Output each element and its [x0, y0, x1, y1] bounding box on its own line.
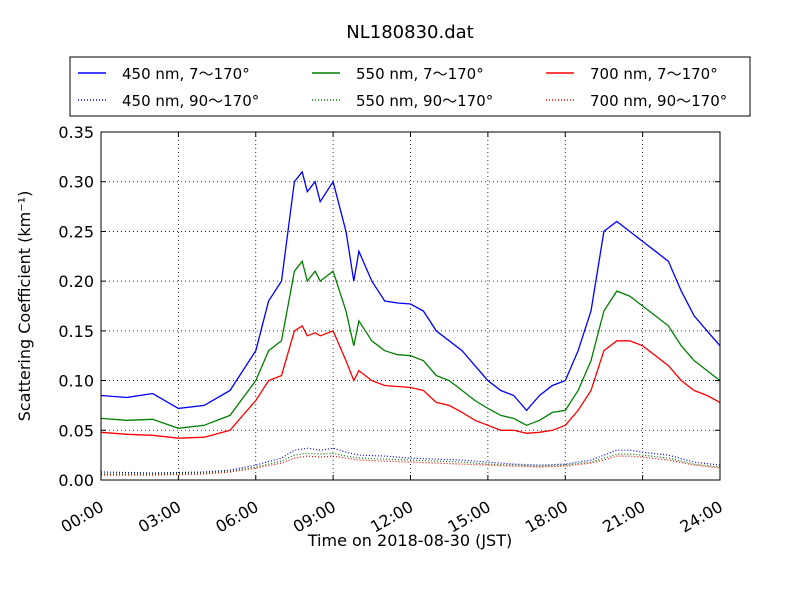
series-lines: [100, 170, 721, 476]
legend-label: 550 nm, 90～170°: [356, 92, 493, 110]
x-tick-label: 21:00: [599, 497, 648, 537]
series-line-1: [100, 259, 721, 429]
legend-label: 700 nm, 7～170°: [590, 65, 718, 83]
legend-label: 700 nm, 90～170°: [590, 92, 727, 110]
x-axis-label: Time on 2018-08-30 (JST): [307, 531, 512, 550]
x-tick-label: 00:00: [58, 497, 107, 537]
y-tick-label: 0.25: [58, 222, 94, 241]
y-tick-label: 0.35: [58, 123, 94, 142]
legend-frame: [69, 56, 751, 117]
legend-label: 550 nm, 7～170°: [356, 65, 484, 83]
x-tick-label: 18:00: [522, 497, 571, 537]
series-line-5: [101, 455, 721, 476]
legend-label: 450 nm, 7～170°: [122, 65, 250, 83]
y-tick-label: 0.20: [58, 272, 94, 291]
series-line-3: [100, 447, 721, 474]
y-axis-label: Scattering Coefficient (km⁻¹): [15, 191, 34, 422]
x-tick-label: 06:00: [212, 497, 261, 537]
y-tick-labels: 0.00 0.05 0.10 0.15 0.20 0.25 0.30 0.35: [58, 123, 94, 490]
legend-label: 450 nm, 90～170°: [122, 92, 259, 110]
series-line-4: [101, 452, 721, 475]
series-line-0: [100, 170, 721, 412]
ticks: [100, 131, 721, 481]
y-tick-label: 0.00: [58, 471, 94, 490]
legend: 450 nm, 7～170° 550 nm, 7～170° 700 nm, 7～17…: [69, 56, 751, 117]
chart-title: NL180830.dat: [346, 22, 473, 43]
y-tick-label: 0.30: [58, 173, 94, 192]
x-tick-label: 24:00: [677, 497, 726, 537]
series-line-2: [100, 324, 721, 439]
x-tick-label: 03:00: [135, 497, 184, 537]
y-tick-label: 0.05: [58, 421, 94, 440]
y-tick-label: 0.15: [58, 322, 94, 341]
y-tick-label: 0.10: [58, 372, 94, 391]
gridlines: [101, 132, 720, 480]
